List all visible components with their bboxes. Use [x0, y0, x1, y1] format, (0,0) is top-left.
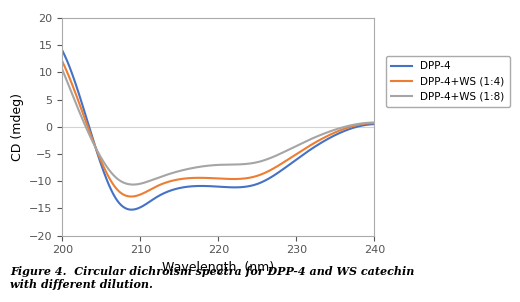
DPP-4+WS (1:8) — [208, 164, 214, 167]
DPP-4+WS (1:8) — [316, 134, 322, 137]
X-axis label: Wavelength  (nm): Wavelength (nm) — [162, 261, 275, 274]
DPP-4 — [128, 208, 135, 211]
DPP-4+WS (1:8) — [59, 68, 66, 72]
DPP-4+WS (1:4) — [128, 195, 134, 198]
DPP-4 — [210, 185, 216, 188]
DPP-4 — [316, 143, 322, 146]
DPP-4+WS (1:8) — [210, 163, 216, 167]
DPP-4 — [365, 123, 371, 127]
DPP-4+WS (1:4) — [208, 176, 214, 180]
Text: Figure 4.  Circular dichroism spectra for DPP-4 and WS catechin
with different d: Figure 4. Circular dichroism spectra for… — [10, 266, 415, 290]
Line: DPP-4+WS (1:8): DPP-4+WS (1:8) — [62, 70, 374, 185]
DPP-4+WS (1:4) — [371, 121, 378, 125]
Line: DPP-4: DPP-4 — [62, 51, 374, 210]
DPP-4+WS (1:8) — [130, 183, 136, 186]
DPP-4+WS (1:4) — [245, 176, 252, 180]
DPP-4+WS (1:8) — [365, 121, 371, 125]
DPP-4+WS (1:4) — [210, 176, 216, 180]
Y-axis label: CD (mdeg): CD (mdeg) — [10, 93, 23, 161]
DPP-4+WS (1:4) — [365, 122, 371, 125]
DPP-4+WS (1:4) — [59, 60, 66, 63]
DPP-4+WS (1:4) — [316, 139, 322, 142]
DPP-4 — [371, 122, 378, 126]
DPP-4 — [229, 185, 235, 189]
DPP-4 — [245, 185, 252, 188]
DPP-4 — [208, 185, 214, 188]
DPP-4+WS (1:4) — [229, 177, 235, 181]
DPP-4+WS (1:8) — [229, 163, 235, 166]
Legend: DPP-4, DPP-4+WS (1:4), DPP-4+WS (1:8): DPP-4, DPP-4+WS (1:4), DPP-4+WS (1:8) — [386, 56, 510, 107]
DPP-4 — [59, 49, 66, 53]
Line: DPP-4+WS (1:4): DPP-4+WS (1:4) — [62, 62, 374, 197]
DPP-4+WS (1:8) — [245, 162, 252, 165]
DPP-4+WS (1:8) — [371, 121, 378, 124]
